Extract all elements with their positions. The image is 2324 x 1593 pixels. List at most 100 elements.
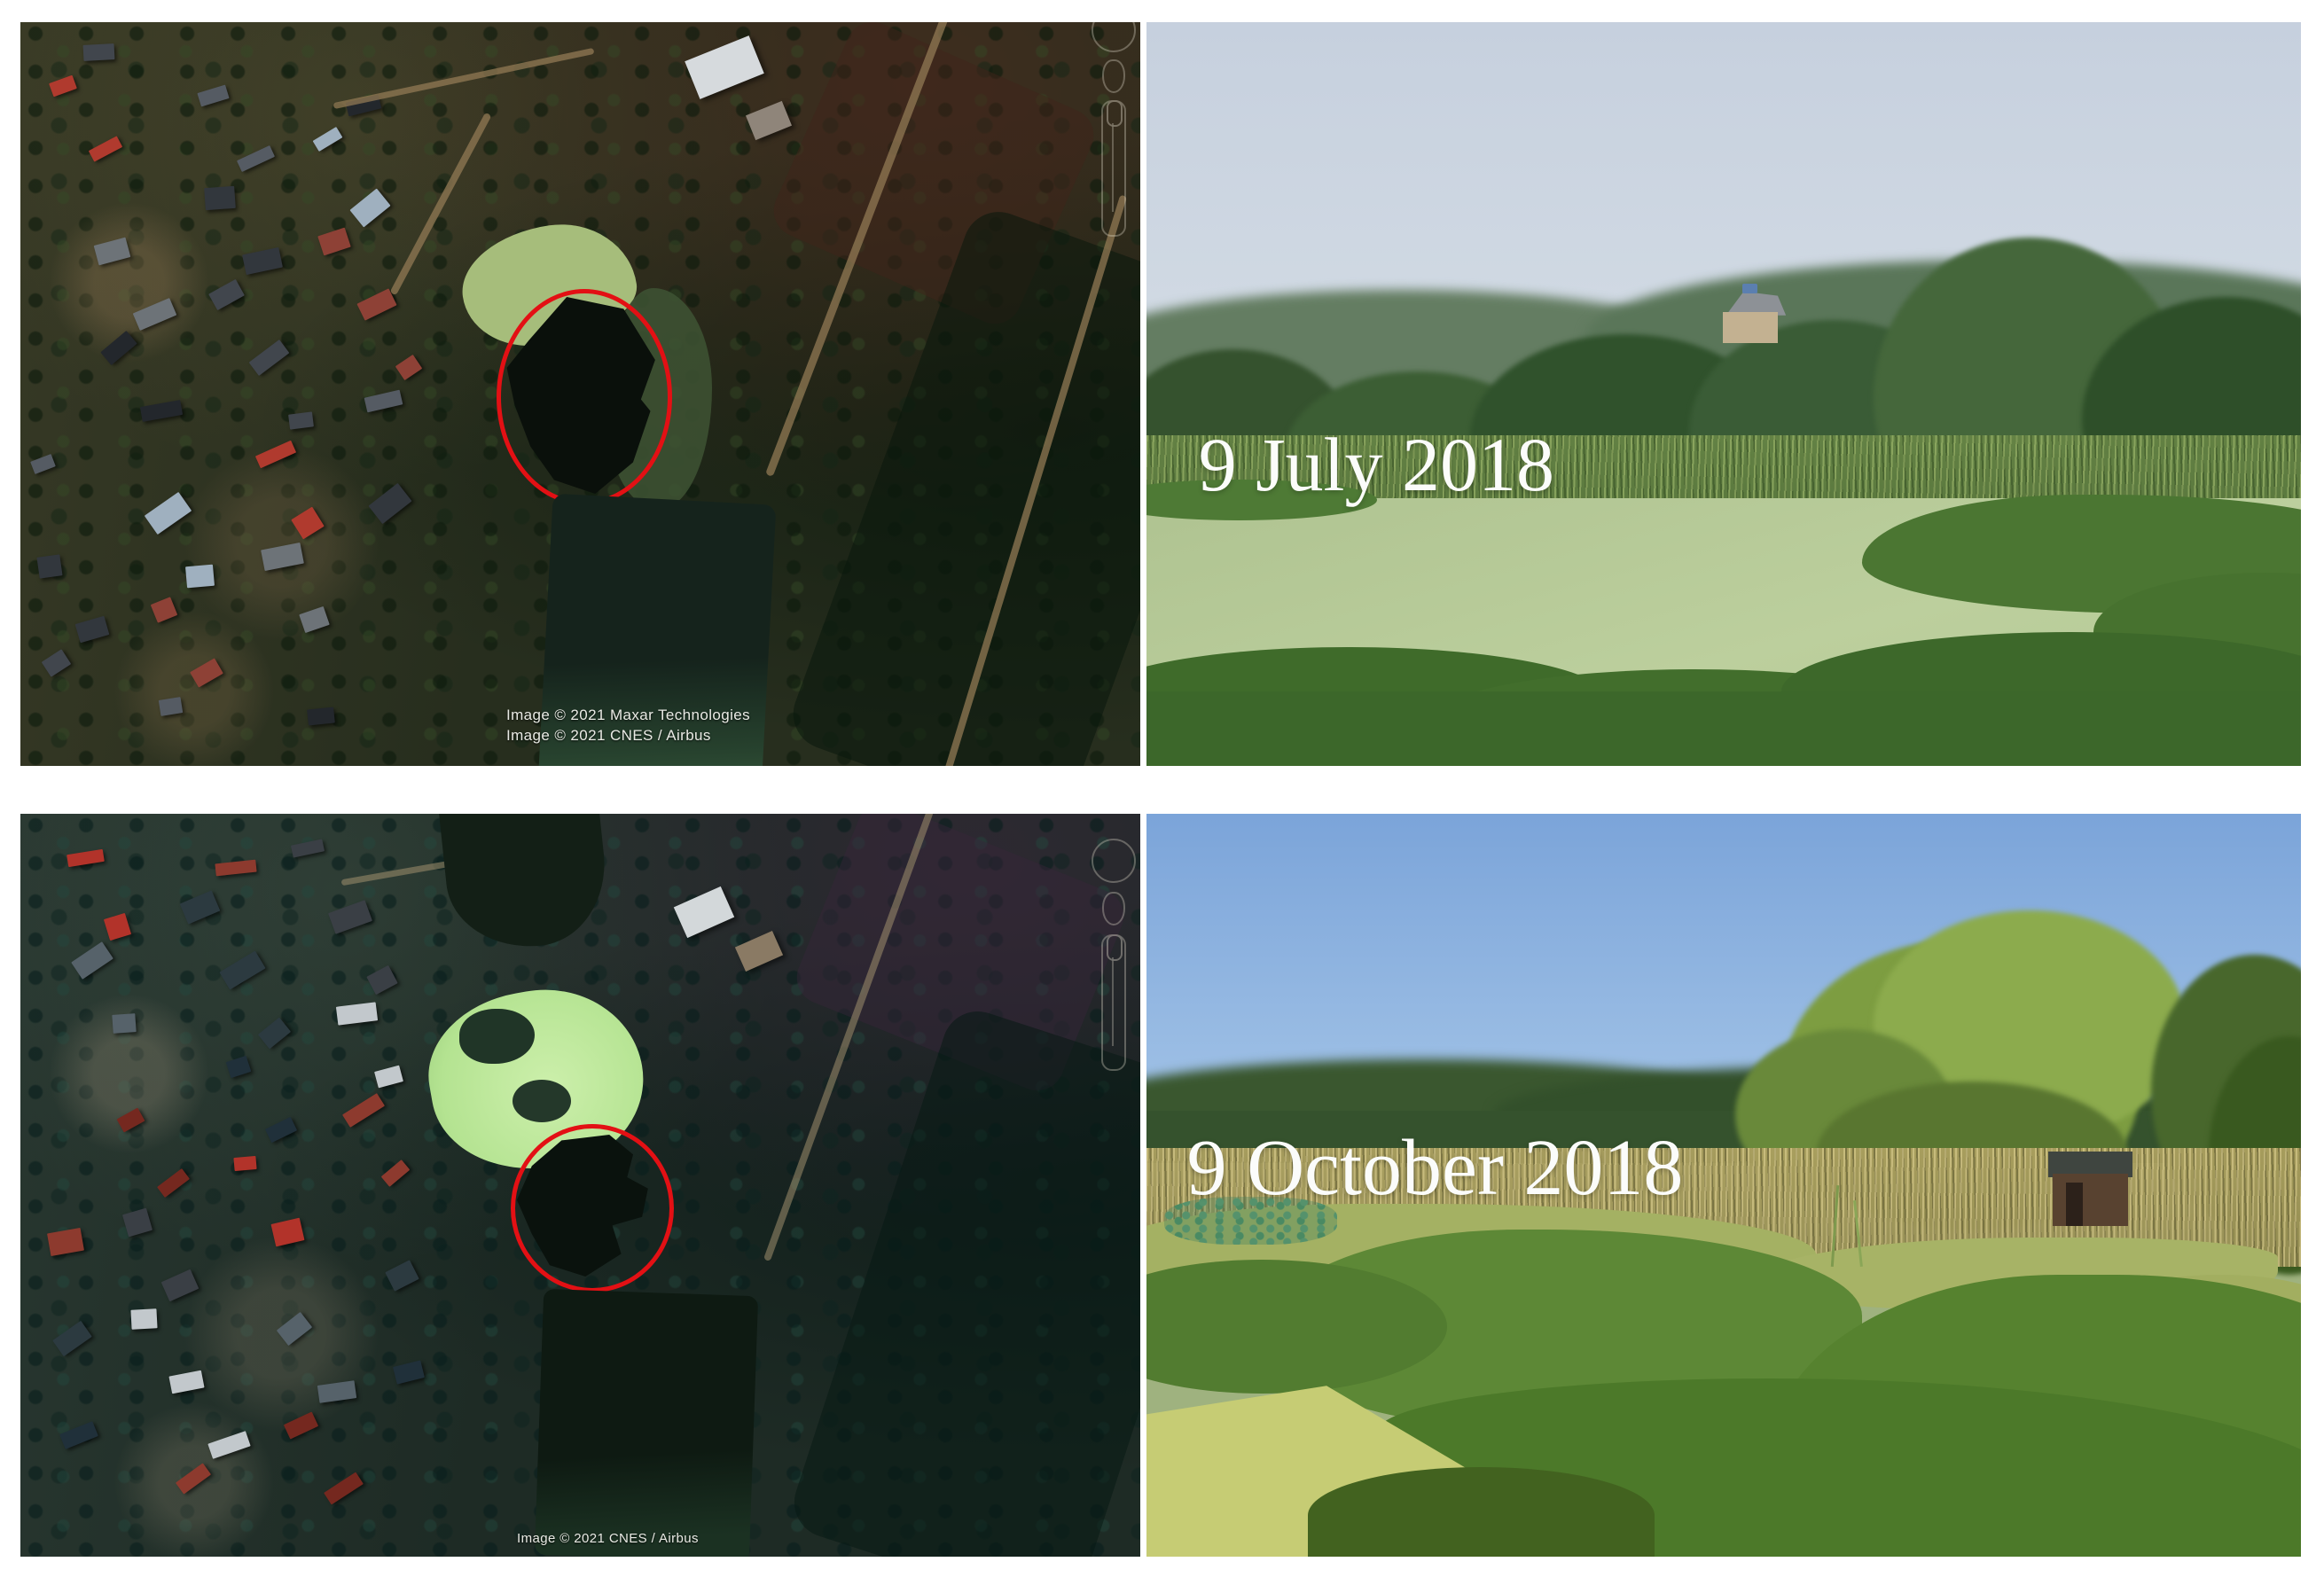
brick-hut xyxy=(2048,1152,2132,1227)
village-house xyxy=(121,1207,153,1238)
village-house xyxy=(364,389,403,413)
village-house xyxy=(82,43,115,61)
vegetation-mat xyxy=(1146,1259,1447,1394)
village-house xyxy=(144,491,192,535)
village-house xyxy=(197,84,230,107)
village-house xyxy=(67,848,105,868)
village-house xyxy=(324,1472,364,1505)
attribution-line: Image © 2021 Maxar Technologies xyxy=(506,707,751,723)
village-house xyxy=(395,354,423,381)
village-house xyxy=(71,941,113,980)
village-house xyxy=(261,542,304,572)
village-house xyxy=(93,237,131,266)
village-house xyxy=(208,278,245,311)
village-house xyxy=(380,1160,411,1187)
village-house xyxy=(328,900,372,934)
village-house xyxy=(236,144,276,173)
village-house xyxy=(175,1463,212,1495)
village-house xyxy=(366,964,398,996)
date-label-october: 9 October 2018 xyxy=(1186,1123,1684,1212)
village-house xyxy=(307,707,335,726)
village-house xyxy=(264,1116,298,1144)
hut-door xyxy=(2066,1183,2083,1227)
village-house xyxy=(204,185,236,211)
village-house xyxy=(341,1093,386,1128)
village-house xyxy=(158,697,184,716)
hut-roof xyxy=(2048,1152,2132,1177)
village-house xyxy=(41,649,72,677)
village-house xyxy=(254,440,297,469)
village-area xyxy=(20,814,455,1557)
map-attribution: Image © 2021 CNES / Airbus xyxy=(517,1528,699,1549)
village-house xyxy=(116,1107,145,1133)
village-house xyxy=(130,1308,158,1330)
village-house xyxy=(317,1380,357,1403)
shadow-blob xyxy=(513,1080,571,1122)
village-house xyxy=(179,890,221,925)
village-house xyxy=(242,246,283,276)
village-house xyxy=(276,1311,313,1347)
village-house xyxy=(312,127,343,152)
joystick-icon xyxy=(1102,892,1125,925)
village-house xyxy=(30,454,56,474)
joystick-icon xyxy=(1102,59,1125,93)
attribution-line: Image © 2021 CNES / Airbus xyxy=(506,727,711,744)
village-house xyxy=(88,136,123,162)
lower-pond xyxy=(534,1288,759,1557)
village-house xyxy=(374,1065,403,1089)
zoom-slider-icon xyxy=(1101,934,1126,1071)
solar-heater-icon xyxy=(1742,284,1758,294)
ground-photo-july: 9 July 2018 xyxy=(1146,22,2301,766)
date-label-july: 9 July 2018 xyxy=(1198,421,1554,507)
village-house xyxy=(219,950,266,990)
village-house xyxy=(257,1017,292,1050)
hilltop-house xyxy=(1715,284,1798,344)
village-house xyxy=(299,605,330,634)
village-house xyxy=(160,1269,200,1302)
village-house xyxy=(288,411,314,430)
ground-photo-october: 9 October 2018 xyxy=(1146,814,2301,1557)
hut-wall xyxy=(2053,1174,2128,1227)
village-house xyxy=(74,615,110,644)
village-house xyxy=(36,554,63,579)
satellite-image-bottom: Image © 2021 CNES / Airbus xyxy=(20,814,1140,1557)
village-house xyxy=(368,482,412,525)
village-house xyxy=(157,1167,190,1199)
village-house xyxy=(248,339,290,377)
compass-ring-icon xyxy=(1092,22,1136,52)
village-house xyxy=(291,506,325,540)
map-attribution: Image © 2021 Maxar Technologies Image © … xyxy=(506,705,750,746)
red-ellipse-annotation xyxy=(497,289,672,505)
village-house xyxy=(112,1013,137,1034)
village-house xyxy=(393,1360,425,1385)
village-house xyxy=(215,859,257,877)
village-house xyxy=(150,597,178,623)
lotus-leaves xyxy=(1163,1196,1337,1246)
village-house xyxy=(225,1055,252,1079)
village-house xyxy=(103,912,132,941)
village-house xyxy=(349,188,391,228)
satellite-image-top: Image © 2021 Maxar Technologies Image © … xyxy=(20,22,1140,766)
grass-peninsula xyxy=(1146,479,1378,521)
shadow-blob xyxy=(459,1009,535,1064)
red-ellipse-annotation xyxy=(511,1124,674,1292)
village-house xyxy=(270,1217,305,1247)
zoom-track-icon xyxy=(1112,123,1114,212)
village-house xyxy=(190,658,223,688)
zoom-track-icon xyxy=(1112,957,1114,1046)
attribution-line: Image © 2021 CNES / Airbus xyxy=(517,1531,699,1546)
zoom-knob-icon xyxy=(1107,100,1123,127)
google-earth-nav-control-icon xyxy=(1092,22,1136,256)
village-house xyxy=(385,1260,419,1292)
village-house xyxy=(100,331,137,365)
house-wall xyxy=(1722,312,1778,344)
foreground-plants xyxy=(1146,691,2301,766)
zoom-knob-icon xyxy=(1107,934,1123,961)
village-house xyxy=(185,564,215,589)
google-earth-nav-control-icon xyxy=(1092,839,1136,1096)
foreground-plants xyxy=(1308,1467,1655,1557)
village-house xyxy=(49,74,77,98)
village-house xyxy=(283,1411,319,1440)
compass-ring-icon xyxy=(1092,839,1136,883)
